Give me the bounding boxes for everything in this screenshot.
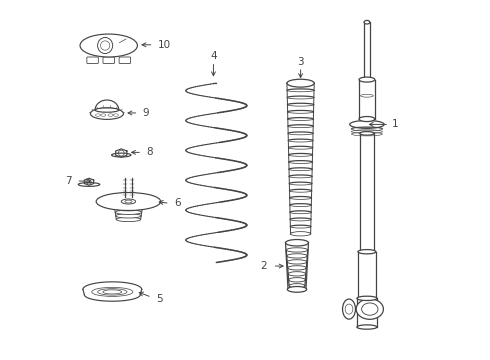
Ellipse shape	[114, 203, 143, 207]
Text: 6: 6	[174, 198, 181, 208]
Ellipse shape	[115, 210, 142, 215]
Ellipse shape	[287, 254, 307, 258]
Ellipse shape	[286, 248, 308, 252]
Ellipse shape	[95, 108, 119, 112]
Ellipse shape	[115, 207, 142, 211]
Text: 3: 3	[297, 57, 304, 67]
Ellipse shape	[359, 77, 375, 82]
Ellipse shape	[91, 108, 123, 120]
Ellipse shape	[288, 272, 306, 276]
Ellipse shape	[291, 231, 311, 236]
Ellipse shape	[343, 299, 355, 319]
Ellipse shape	[359, 117, 375, 122]
FancyBboxPatch shape	[103, 57, 115, 63]
Text: 9: 9	[143, 108, 149, 118]
Text: 2: 2	[260, 261, 267, 271]
Text: 4: 4	[210, 51, 217, 61]
Ellipse shape	[358, 249, 376, 254]
FancyBboxPatch shape	[87, 57, 98, 63]
Ellipse shape	[287, 79, 314, 87]
Ellipse shape	[350, 121, 384, 129]
Ellipse shape	[364, 21, 370, 24]
Ellipse shape	[116, 217, 141, 222]
Ellipse shape	[78, 183, 100, 186]
Ellipse shape	[357, 296, 377, 301]
Ellipse shape	[288, 266, 306, 270]
Ellipse shape	[80, 34, 137, 57]
Ellipse shape	[364, 78, 370, 81]
Ellipse shape	[357, 325, 377, 329]
FancyBboxPatch shape	[119, 57, 131, 63]
Ellipse shape	[122, 199, 136, 204]
Ellipse shape	[286, 239, 309, 246]
Text: 5: 5	[156, 294, 163, 305]
Ellipse shape	[116, 214, 141, 218]
Ellipse shape	[112, 153, 131, 157]
Ellipse shape	[360, 132, 374, 135]
Ellipse shape	[289, 284, 305, 288]
Ellipse shape	[289, 278, 305, 282]
Ellipse shape	[356, 299, 383, 319]
Text: 7: 7	[65, 176, 72, 186]
Ellipse shape	[96, 193, 161, 211]
Ellipse shape	[287, 260, 307, 264]
Ellipse shape	[287, 287, 307, 292]
Text: 8: 8	[147, 147, 153, 157]
Text: 1: 1	[392, 120, 398, 129]
Text: 10: 10	[158, 40, 172, 50]
